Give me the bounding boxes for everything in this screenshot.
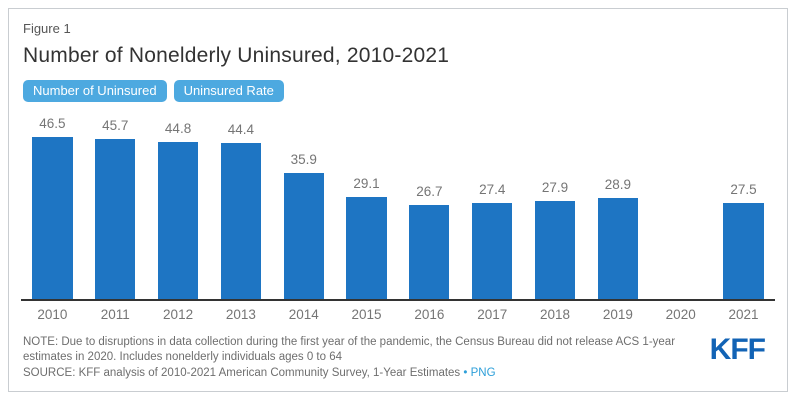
figure-card: Figure 1 Number of Nonelderly Uninsured,… <box>8 8 788 392</box>
separator-bullet: • <box>463 367 468 380</box>
bar-value-label: 26.7 <box>416 184 443 200</box>
x-axis-year-label: 2014 <box>288 307 319 322</box>
x-axis-year-label: 2010 <box>37 307 68 322</box>
note-text: NOTE: Due to disruptions in data collect… <box>23 336 676 364</box>
bar[interactable] <box>346 197 387 299</box>
bar-slot: 44.4 <box>209 116 272 299</box>
x-axis-year-label: 2021 <box>728 307 759 322</box>
x-axis-year-label: 2019 <box>602 307 633 322</box>
bar-slot <box>649 116 712 299</box>
bar-slot: 28.9 <box>586 116 649 299</box>
bar-value-label: 45.7 <box>102 117 129 133</box>
png-download-link[interactable]: PNG <box>470 367 496 380</box>
x-axis-year-label: 2015 <box>351 307 382 322</box>
bar-value-label: 27.9 <box>541 180 569 196</box>
bar-value-label: 44.4 <box>227 122 255 138</box>
x-axis-year-label: 2013 <box>225 307 256 322</box>
bar[interactable] <box>409 205 450 299</box>
x-axis-year-label: 2017 <box>477 307 508 322</box>
bar[interactable] <box>472 203 513 299</box>
bar-chart: 46.5 45.7 44.8 44.4 35.9 29.1 26.7 27.4 … <box>21 116 775 322</box>
x-axis-year-label: 2012 <box>163 307 194 322</box>
bar-slot: 27.4 <box>461 116 524 299</box>
bar[interactable] <box>32 137 73 299</box>
bar-value-label: 44.8 <box>164 121 192 136</box>
bar-slot: 26.7 <box>398 116 461 299</box>
bar-value-label: 28.9 <box>604 176 631 192</box>
bar[interactable] <box>597 197 638 299</box>
bar-slot: 46.5 <box>21 116 84 299</box>
x-axis-year-label: 2011 <box>100 307 130 322</box>
chart-title: Number of Nonelderly Uninsured, 2010-202… <box>23 44 450 67</box>
bar-value-label: 27.4 <box>479 182 506 197</box>
x-axis-year-label: 2020 <box>665 307 696 322</box>
source-label: SOURCE: KFF analysis of 2010-2021 Americ… <box>23 367 461 380</box>
bar[interactable] <box>283 173 324 299</box>
figure-label: Figure 1 <box>23 21 71 36</box>
x-axis-year-label: 2018 <box>540 307 571 322</box>
bar-slot: 44.8 <box>147 116 210 299</box>
bar-value-label: 46.5 <box>39 116 66 131</box>
toggle-uninsured-rate[interactable]: Uninsured Rate <box>173 80 284 102</box>
bar-value-label: 27.5 <box>730 181 757 197</box>
bar-value-label: 29.1 <box>353 176 380 191</box>
metric-toggle-group: Number of Uninsured Uninsured Rate <box>23 80 775 102</box>
toggle-number-of-uninsured[interactable]: Number of Uninsured <box>23 80 167 102</box>
bar-slot: 27.5 <box>712 116 775 299</box>
kff-logo: KFF <box>709 333 766 366</box>
x-axis: 2010 2011 2012 2013 2014 2015 2016 2017 … <box>21 307 775 322</box>
bar[interactable] <box>723 202 764 299</box>
source-text: SOURCE: KFF analysis of 2010-2021 Americ… <box>23 366 723 381</box>
chart-notes: NOTE: Due to disruptions in data collect… <box>23 335 723 382</box>
bar-slot: 35.9 <box>272 116 335 299</box>
x-axis-year-label: 2016 <box>414 307 445 322</box>
bar[interactable] <box>157 142 199 299</box>
bar-value-label: 35.9 <box>290 152 317 168</box>
bar[interactable] <box>95 138 136 299</box>
bar-slot: 45.7 <box>84 116 147 299</box>
bar-slot: 27.9 <box>524 116 587 299</box>
bar-slot: 29.1 <box>335 116 398 299</box>
bar[interactable] <box>220 143 261 299</box>
bar[interactable] <box>534 201 576 299</box>
plot-area: 46.5 45.7 44.8 44.4 35.9 29.1 26.7 27.4 … <box>21 116 775 301</box>
